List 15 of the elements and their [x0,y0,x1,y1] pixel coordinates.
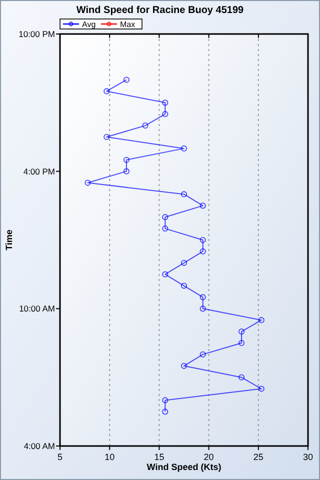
x-tick-label: 30 [302,452,314,462]
x-tick-label: 10 [104,452,115,462]
x-tick-label: 25 [253,452,264,462]
legend-label: Avg [82,20,96,29]
y-tick-label: 10:00 AM [19,304,55,314]
chart-title: Wind Speed for Racine Buoy 45199 [76,5,244,16]
x-axis-title: Wind Speed (Kts) [146,462,222,472]
x-tick-label: 5 [57,452,63,462]
x-tick-label: 20 [204,452,214,462]
legend-label: Max [120,20,136,29]
y-tick-label: 4:00 AM [24,441,55,451]
y-tick-label: 4:00 PM [23,166,55,176]
x-tick-label: 15 [154,452,164,462]
y-axis-title: Time [4,230,14,250]
y-tick-label: 10:00 PM [18,29,55,39]
